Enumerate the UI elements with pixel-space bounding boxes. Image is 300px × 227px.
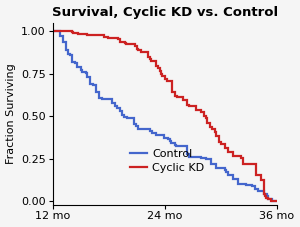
Y-axis label: Fraction Surviving: Fraction Surviving bbox=[6, 63, 16, 164]
Legend: Control, Cyclic KD: Control, Cyclic KD bbox=[126, 145, 209, 177]
Title: Survival, Cyclic KD vs. Control: Survival, Cyclic KD vs. Control bbox=[52, 5, 278, 19]
